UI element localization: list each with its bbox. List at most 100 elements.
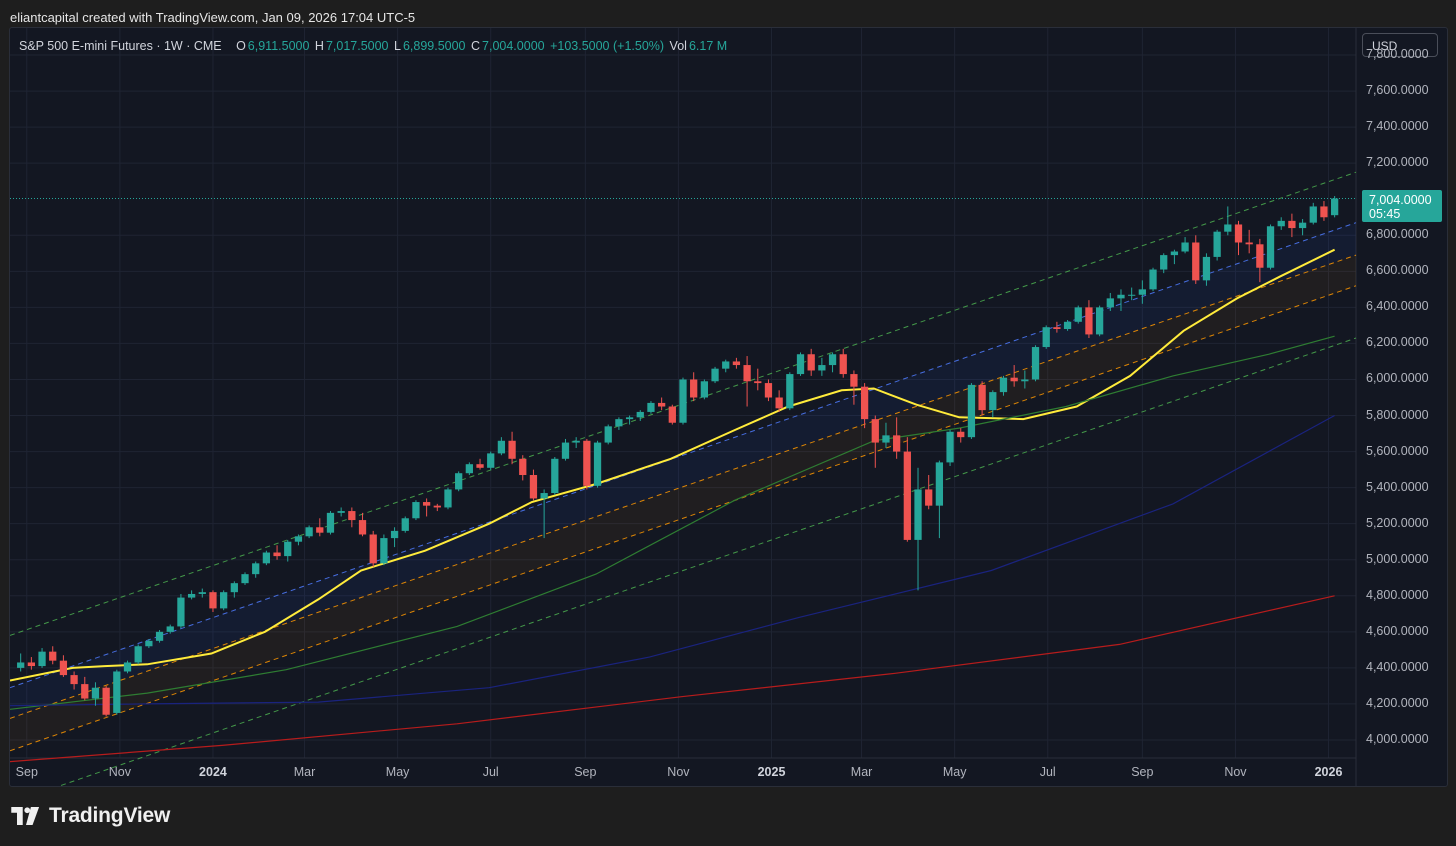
candle-body: [1106, 298, 1114, 308]
time-axis-tick: 2026: [1314, 765, 1343, 779]
regression-channel-line-4: [57, 337, 1357, 786]
candle-body: [519, 458, 527, 476]
candle-body: [316, 527, 324, 533]
candle-body: [1320, 206, 1328, 218]
symbol-legend[interactable]: S&P 500 E-mini Futures · 1W · CME O 6,911…: [19, 39, 729, 53]
legend-high-value: 7,017.5000: [325, 39, 389, 53]
legend-symbol-title[interactable]: S&P 500 E-mini Futures · 1W · CME: [19, 39, 222, 53]
candle-body: [70, 675, 78, 685]
candle-body: [957, 431, 965, 438]
candle-body: [764, 383, 773, 398]
candle-body: [999, 377, 1008, 393]
price-axis-tick: 4,600.0000: [1366, 623, 1429, 638]
candle-body: [155, 631, 164, 641]
candle-body: [358, 520, 367, 535]
candle-body: [326, 512, 335, 533]
candle-body: [134, 646, 142, 663]
candle-body: [807, 354, 815, 371]
last-price-value: 7,004.0000: [1369, 192, 1432, 207]
candle-body: [946, 431, 954, 463]
candle-body: [1202, 256, 1211, 281]
legend-open-value: 6,911.5000: [247, 39, 310, 53]
price-axis-tick: 6,400.0000: [1366, 299, 1429, 314]
currency-button[interactable]: USD: [1362, 33, 1438, 57]
candle-body: [262, 552, 271, 564]
candle-body: [1234, 224, 1243, 243]
price-axis-tick: 4,800.0000: [1366, 587, 1429, 602]
candle-body: [38, 651, 46, 667]
candle-body: [989, 392, 997, 411]
candle-body: [572, 440, 580, 443]
candle-body: [796, 354, 805, 375]
tradingview-brand[interactable]: TradingView: [11, 803, 170, 829]
candle-body: [1170, 251, 1179, 256]
price-chart[interactable]: [10, 28, 1447, 786]
candle-body: [1277, 220, 1285, 227]
legend-low-label: L: [394, 39, 401, 53]
time-axis-tick: Jul: [482, 765, 499, 779]
regression-channel-line-1: [10, 222, 1357, 689]
legend-change-value: +103.5000 (+1.50%): [550, 39, 665, 53]
bar-countdown: 05:45: [1369, 206, 1401, 221]
candle-body: [935, 462, 944, 506]
candle-body: [711, 368, 719, 382]
legend-open-label: O: [236, 39, 246, 53]
candle-body: [1245, 242, 1253, 245]
last-price-tag: 7,004.0000 05:45: [1362, 189, 1442, 222]
candle-body: [1085, 307, 1093, 335]
candle-body: [187, 593, 196, 598]
candle-body: [198, 592, 206, 594]
price-axis-tick: 7,200.0000: [1366, 155, 1429, 170]
candle-body: [786, 374, 794, 409]
candle-body: [1010, 377, 1018, 382]
candle-body: [925, 489, 933, 506]
candle-body: [540, 493, 548, 499]
candle-body: [27, 662, 35, 667]
candle-body: [775, 397, 783, 409]
legend-close-value: 7,004.0000: [482, 39, 545, 53]
price-axis-tick: 4,200.0000: [1366, 695, 1429, 710]
candle-body: [561, 442, 570, 459]
price-axis-tick: 4,000.0000: [1366, 731, 1429, 746]
candle-body: [1298, 222, 1307, 229]
candle-body: [487, 453, 495, 468]
candle-body: [380, 538, 388, 564]
candle-body: [59, 660, 68, 676]
chart-frame[interactable]: S&P 500 E-mini Futures · 1W · CME O 6,911…: [9, 27, 1448, 787]
candle-body: [348, 511, 356, 521]
candle-body: [476, 464, 484, 468]
candle-body: [593, 442, 602, 486]
time-axis-tick: Nov: [108, 765, 131, 779]
candle-body: [690, 379, 698, 398]
candle-body: [241, 574, 249, 584]
candle-body: [145, 640, 153, 647]
regression-channel-line-3: [10, 285, 1357, 752]
candle-body: [583, 440, 591, 486]
candle-body: [1288, 220, 1296, 229]
candle-body: [625, 417, 634, 420]
candle-body: [1117, 294, 1125, 299]
moving-average-line-0: [10, 248, 1336, 682]
candle-body: [903, 451, 911, 540]
candle-body: [284, 541, 292, 557]
time-axis-tick: May: [385, 765, 410, 779]
channel-lower-fill: [10, 255, 1356, 751]
candle-body: [668, 406, 676, 423]
candle-body: [294, 536, 303, 542]
time-axis-tick: Mar: [293, 765, 316, 779]
candle-body: [615, 419, 623, 427]
price-axis-tick: 7,400.0000: [1366, 119, 1429, 134]
candle-body: [220, 592, 228, 609]
candle-body: [893, 435, 901, 452]
candle-body: [647, 402, 655, 412]
candle-body: [551, 458, 559, 494]
candle-body: [273, 552, 281, 557]
candle-body: [658, 402, 666, 407]
candle-body: [1181, 242, 1189, 252]
candle-body: [882, 435, 890, 443]
candle-body: [230, 583, 238, 593]
price-axis-tick: 5,600.0000: [1366, 443, 1429, 458]
time-axis-tick: Nov: [667, 765, 690, 779]
regression-channel-line-2: [10, 254, 1357, 719]
candle-body: [1095, 307, 1104, 335]
